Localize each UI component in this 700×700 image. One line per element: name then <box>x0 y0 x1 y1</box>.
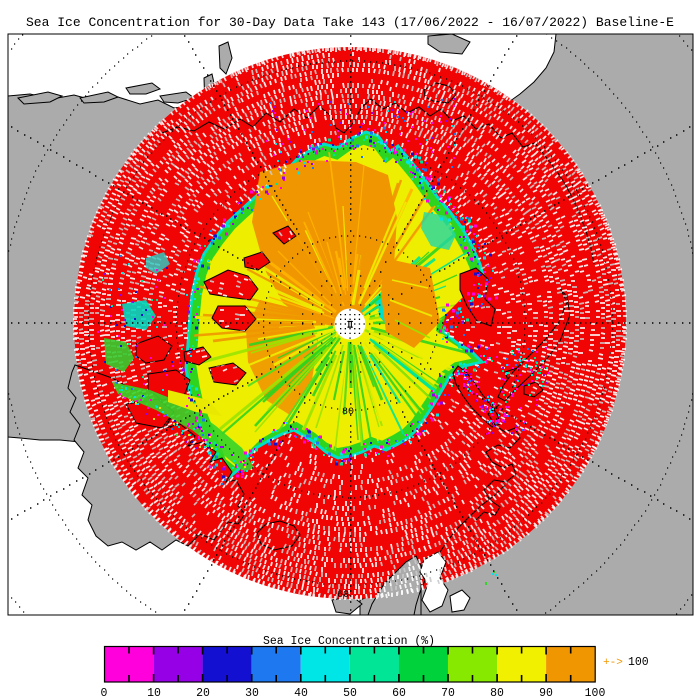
svg-text:80: 80 <box>490 687 504 700</box>
svg-text:30: 30 <box>245 687 259 700</box>
svg-text:40: 40 <box>294 687 308 700</box>
svg-text:+->: +-> <box>603 657 623 669</box>
svg-text:90: 90 <box>539 687 553 700</box>
svg-text:Sea Ice Concentration (%): Sea Ice Concentration (%) <box>263 635 435 648</box>
svg-text:20: 20 <box>196 687 210 700</box>
svg-text:10: 10 <box>147 687 161 700</box>
svg-text:Sea Ice Concentration for 30-D: Sea Ice Concentration for 30-Day Data Ta… <box>26 15 674 30</box>
svg-text:0: 0 <box>101 687 108 700</box>
svg-text:60: 60 <box>392 687 406 700</box>
svg-text:70: 70 <box>441 687 455 700</box>
svg-text:80: 80 <box>342 407 354 418</box>
svg-text:100: 100 <box>628 656 649 669</box>
svg-text:50: 50 <box>343 687 357 700</box>
svg-text:100: 100 <box>585 687 606 700</box>
svg-text:60: 60 <box>337 590 349 601</box>
